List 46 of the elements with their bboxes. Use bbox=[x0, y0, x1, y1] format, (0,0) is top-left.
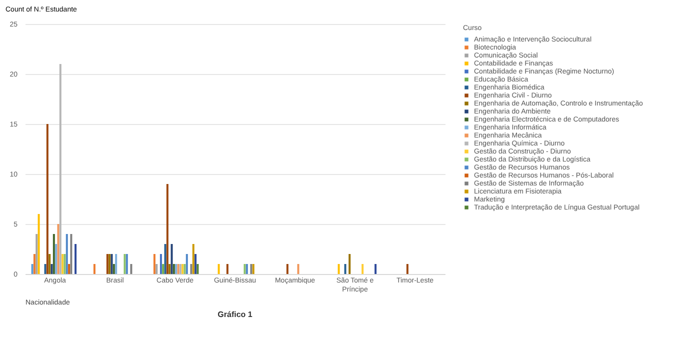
bar bbox=[33, 254, 36, 274]
bar bbox=[70, 234, 72, 274]
text: Gráfico 1 bbox=[218, 310, 253, 319]
bar bbox=[112, 264, 115, 274]
bar bbox=[406, 264, 408, 274]
bar bbox=[31, 264, 34, 274]
bar bbox=[36, 234, 38, 274]
bar bbox=[186, 254, 188, 274]
bar bbox=[170, 244, 173, 274]
bar bbox=[192, 244, 194, 274]
bar bbox=[46, 124, 48, 274]
bar bbox=[160, 254, 162, 274]
bar bbox=[168, 264, 171, 274]
bar bbox=[344, 264, 346, 274]
bar bbox=[348, 254, 351, 274]
bar bbox=[338, 264, 340, 274]
bar bbox=[374, 264, 377, 274]
bar bbox=[190, 264, 192, 274]
bar bbox=[166, 184, 168, 274]
bar bbox=[172, 264, 175, 274]
bar bbox=[218, 264, 220, 274]
bar bbox=[52, 234, 55, 274]
bar bbox=[74, 244, 77, 274]
bar bbox=[50, 264, 53, 274]
bar bbox=[196, 264, 199, 274]
bar bbox=[194, 254, 197, 274]
bar bbox=[57, 224, 60, 274]
bar bbox=[44, 264, 46, 274]
bar bbox=[286, 264, 288, 274]
bar bbox=[59, 64, 62, 274]
bar bbox=[106, 254, 108, 274]
bar bbox=[362, 264, 364, 274]
bar bbox=[226, 264, 228, 274]
bar bbox=[162, 264, 164, 274]
bar bbox=[297, 264, 300, 274]
bar bbox=[93, 264, 96, 274]
bar bbox=[68, 264, 70, 274]
bar bbox=[48, 254, 51, 274]
bar bbox=[66, 234, 68, 274]
bar bbox=[38, 214, 40, 274]
bar bbox=[115, 254, 118, 274]
bar bbox=[130, 264, 132, 274]
bar bbox=[164, 244, 166, 274]
bar bbox=[55, 244, 58, 274]
bar bbox=[153, 254, 156, 274]
bar bbox=[156, 264, 158, 274]
